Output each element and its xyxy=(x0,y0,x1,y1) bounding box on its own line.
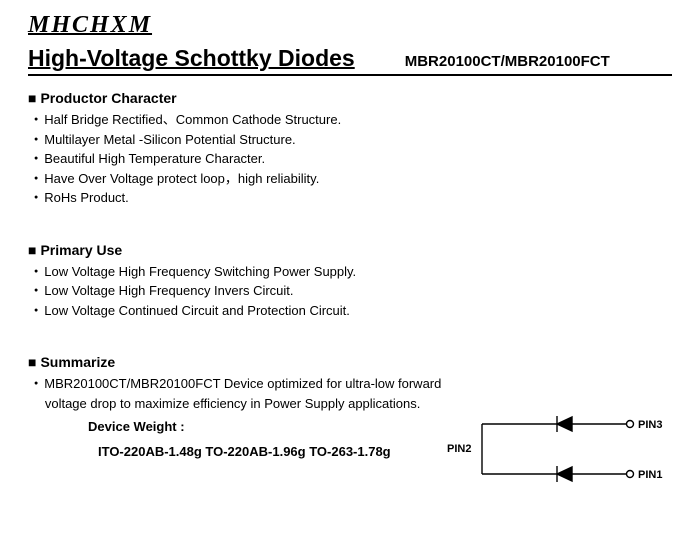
section-heading-character: ■Productor Character xyxy=(28,90,672,106)
pin2-label: PIN2 xyxy=(447,443,471,455)
heading-text: Primary Use xyxy=(40,242,122,258)
character-list: Half Bridge Rectified、Common Cathode Str… xyxy=(34,110,672,208)
list-item: RoHs Product. xyxy=(34,188,672,208)
part-number: MBR20100CT/MBR20100FCT xyxy=(405,53,610,70)
list-item: Low Voltage High Frequency Switching Pow… xyxy=(34,262,672,282)
diode-top-icon xyxy=(557,416,572,432)
section-heading-primary: ■Primary Use xyxy=(28,242,672,258)
title-row: High-Voltage Schottky Diodes MBR20100CT/… xyxy=(28,45,672,76)
weight-label: Device Weight : xyxy=(88,419,442,434)
weight-values: ITO-220AB-1.48g TO-220AB-1.96g TO-263-1.… xyxy=(98,444,442,459)
list-item: Have Over Voltage protect loop，high reli… xyxy=(34,169,672,189)
schematic-diagram: PIN2 xyxy=(442,409,672,489)
heading-text: Productor Character xyxy=(40,90,176,106)
page-title: High-Voltage Schottky Diodes xyxy=(28,45,355,72)
primary-list: Low Voltage High Frequency Switching Pow… xyxy=(34,262,672,321)
list-item: Beautiful High Temperature Character. xyxy=(34,149,672,169)
list-item: Multilayer Metal -Silicon Potential Stru… xyxy=(34,130,672,150)
list-item: Low Voltage High Frequency Invers Circui… xyxy=(34,281,672,301)
diode-bottom-icon xyxy=(557,466,572,482)
summarize-text: ●MBR20100CT/MBR20100FCT Device optimized… xyxy=(34,374,672,413)
heading-text: Summarize xyxy=(40,354,115,370)
pin1-label: PIN1 xyxy=(638,469,662,481)
summarize-line2: voltage drop to maximize efficiency in P… xyxy=(45,396,421,411)
brand-logo: MHCHXM xyxy=(28,12,152,39)
list-item: Half Bridge Rectified、Common Cathode Str… xyxy=(34,110,672,130)
summarize-line1: MBR20100CT/MBR20100FCT Device optimized … xyxy=(44,376,441,391)
section-heading-summarize: ■Summarize xyxy=(28,354,672,370)
list-item: Low Voltage Continued Circuit and Protec… xyxy=(34,301,672,321)
pin3-label: PIN3 xyxy=(638,419,662,431)
